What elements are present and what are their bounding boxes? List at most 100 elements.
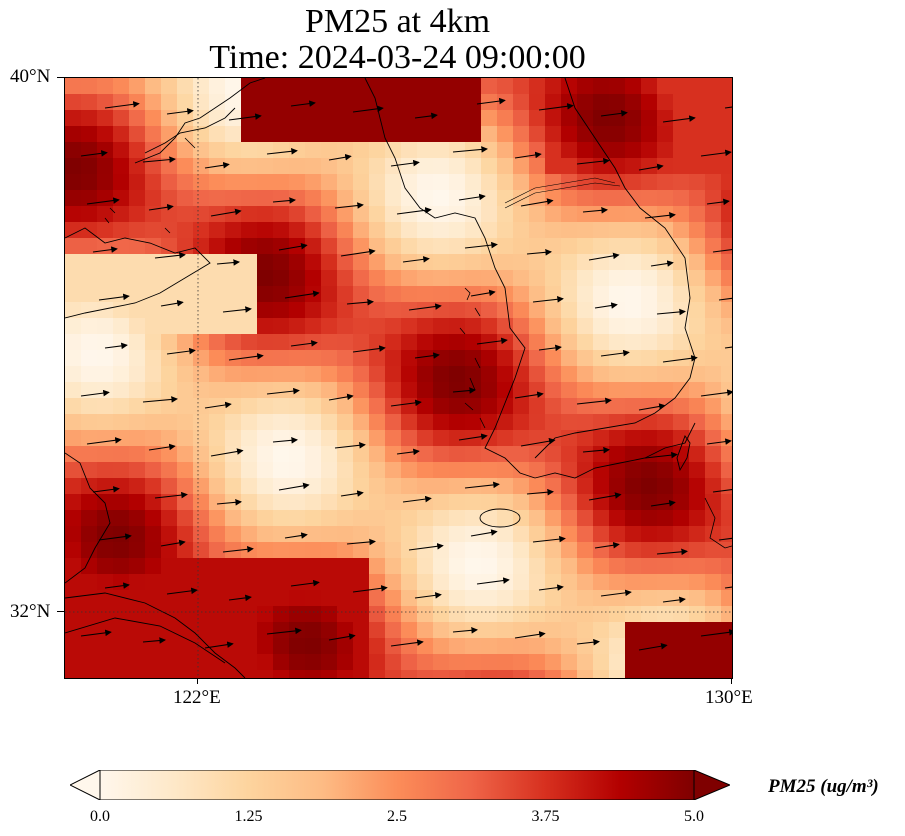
pm25-cell [577, 222, 594, 239]
pm25-cell [433, 446, 450, 463]
pm25-cell [561, 526, 578, 543]
pm25-cell [273, 478, 290, 495]
pm25-cell [449, 654, 466, 671]
pm25-cell [417, 366, 434, 383]
pm25-cell [657, 78, 674, 95]
pm25-cell [689, 638, 706, 655]
pm25-cell [305, 494, 322, 511]
pm25-cell [305, 94, 322, 111]
pm25-cell [401, 526, 418, 543]
pm25-cell [481, 110, 498, 127]
pm25-cell [529, 334, 546, 351]
pm25-cell [497, 158, 514, 175]
pm25-cell [353, 622, 370, 639]
pm25-cell [417, 430, 434, 447]
pm25-cell [497, 654, 514, 671]
pm25-cell [529, 558, 546, 575]
pm25-cell [177, 558, 194, 575]
pm25-cell [177, 286, 194, 303]
pm25-cell [449, 110, 466, 127]
pm25-cell [369, 414, 386, 431]
pm25-cell [561, 254, 578, 271]
pm25-cell [241, 542, 258, 559]
pm25-cell [529, 366, 546, 383]
pm25-cell [273, 558, 290, 575]
pm25-cell [721, 158, 732, 175]
pm25-cell [353, 174, 370, 191]
pm25-cell [129, 558, 146, 575]
pm25-cell [225, 286, 242, 303]
wind-arrow [284, 532, 308, 539]
pm25-cell [337, 174, 354, 191]
pm25-cell [273, 462, 290, 479]
pm25-cell [385, 350, 402, 367]
pm25-cell [145, 110, 162, 127]
pm25-cell [97, 558, 114, 575]
pm25-cell [161, 606, 178, 623]
pm25-cell [401, 318, 418, 335]
pm25-cell [561, 350, 578, 367]
pm25-cell [305, 558, 322, 575]
pm25-cell [305, 126, 322, 143]
pm25-cell [177, 414, 194, 431]
pm25-cell [417, 158, 434, 175]
pm25-cell [337, 350, 354, 367]
pm25-cell [577, 318, 594, 335]
pm25-cell [273, 78, 290, 95]
pm25-cell [577, 398, 594, 415]
wind-arrow [390, 639, 424, 647]
pm25-cell [609, 270, 626, 287]
pm25-cell [129, 478, 146, 495]
pm25-cell [161, 526, 178, 543]
pm25-cell [241, 494, 258, 511]
pm25-cell [545, 462, 562, 479]
pm25-cell [705, 366, 722, 383]
border-nk [504, 177, 616, 204]
pm25-cell [513, 366, 530, 383]
pm25-cell [177, 462, 194, 479]
pm25-cell [97, 414, 114, 431]
pm25-cell [273, 670, 290, 678]
pm25-cell [401, 254, 418, 271]
pm25-cell [561, 574, 578, 591]
pm25-cell [65, 590, 82, 607]
pm25-cell [417, 254, 434, 271]
wind-arrow [266, 148, 298, 155]
pm25-cell [481, 590, 498, 607]
pm25-cell [481, 462, 498, 479]
pm25-cell [625, 142, 642, 159]
pm25-cell [209, 590, 226, 607]
pm25-cell [657, 158, 674, 175]
pm25-cell [65, 526, 82, 543]
pm25-cell [449, 446, 466, 463]
pm25-cell [129, 382, 146, 399]
islands-china [104, 137, 196, 234]
pm25-cell [289, 254, 306, 271]
pm25-cell [225, 654, 242, 671]
wind-arrow [514, 151, 542, 159]
pm25-cell [641, 190, 658, 207]
pm25-cell [433, 318, 450, 335]
pm25-cell [433, 590, 450, 607]
pm25-cell [529, 398, 546, 415]
pm25-cell [657, 558, 674, 575]
pm25-cell [689, 318, 706, 335]
pm25-cell [145, 270, 162, 287]
pm25-cell [465, 414, 482, 431]
pm25-cell [673, 606, 690, 623]
wind-arrow [160, 539, 186, 547]
pm25-cell [673, 142, 690, 159]
pm25-cell [289, 558, 306, 575]
wind-arrow [538, 584, 564, 591]
pm25-cell [401, 654, 418, 671]
pm25-cell [81, 286, 98, 303]
pm25-cell [689, 526, 706, 543]
pm25-cell [657, 414, 674, 431]
pm25-cell [145, 526, 162, 543]
pm25-cell [257, 350, 274, 367]
pm25-cell [129, 222, 146, 239]
wind-arrow [514, 631, 546, 639]
pm25-cell [321, 398, 338, 415]
pm25-cell [417, 510, 434, 527]
pm25-cell [433, 510, 450, 527]
